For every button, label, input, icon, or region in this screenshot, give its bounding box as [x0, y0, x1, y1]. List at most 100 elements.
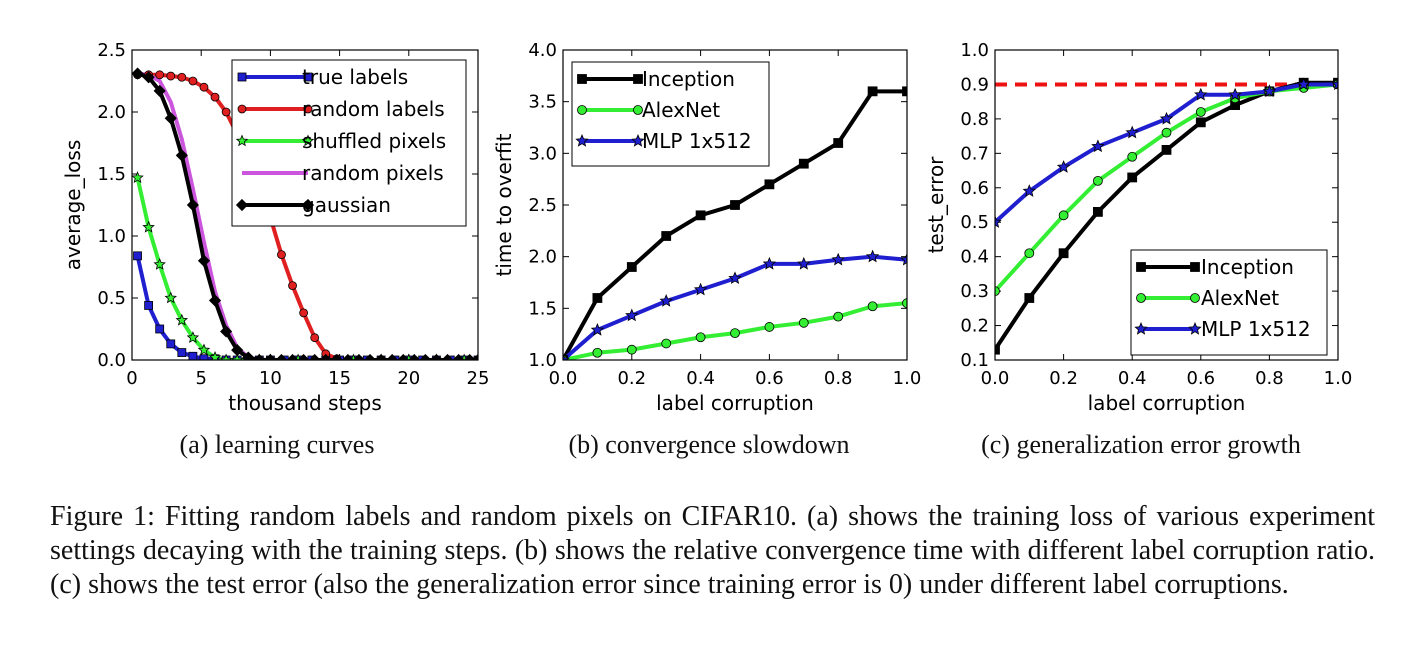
series-4-point	[275, 353, 288, 360]
series-2-point	[230, 353, 244, 360]
series-2-point	[1296, 77, 1311, 91]
y-tick-label: 3.0	[528, 143, 557, 164]
series-1-point	[730, 328, 740, 339]
x-tick-label: 0.6	[755, 368, 784, 389]
series-0-point	[166, 339, 176, 349]
x-tick-label: 1.0	[893, 368, 922, 389]
series-1-point	[867, 301, 878, 312]
series-1-point	[299, 308, 309, 318]
series-2-point	[142, 220, 155, 233]
series-4-point	[375, 353, 388, 360]
series-0-point	[1024, 293, 1035, 303]
series-1-point	[1024, 248, 1035, 259]
series-2-point	[175, 313, 189, 326]
series-0-point	[626, 262, 637, 272]
series-2-point	[1228, 87, 1242, 101]
x-axis-label: label corruption	[656, 391, 814, 415]
series-4-point	[330, 353, 343, 360]
series-1-point	[155, 70, 165, 80]
series-1-point	[177, 72, 187, 82]
series-4-point	[408, 353, 421, 360]
series-2-point	[590, 322, 605, 336]
y-tick-label: 0.8	[960, 109, 989, 130]
series-4-point	[386, 353, 399, 360]
legend-marker-2	[575, 133, 589, 147]
series-2-point	[132, 171, 144, 184]
legend-marker-4	[235, 198, 249, 212]
plot-frame	[562, 49, 908, 361]
series-2-point	[1262, 84, 1277, 98]
series-4-point	[430, 353, 443, 360]
x-axis-label: label corruption	[1088, 391, 1246, 415]
series-2-point	[797, 256, 811, 270]
series-4-point	[186, 198, 199, 212]
x-tick-label: 0.0	[981, 368, 1010, 389]
x-tick-label: 0.2	[1049, 368, 1078, 389]
series-0-point	[1195, 117, 1206, 128]
series-0-point	[902, 86, 907, 97]
series-0-point	[867, 86, 878, 97]
series-line-2	[135, 177, 478, 360]
series-4-point	[242, 351, 255, 360]
series-1-point	[902, 298, 907, 309]
y-axis-label: test_error	[924, 156, 948, 254]
series-0-point	[1093, 206, 1103, 217]
legend-marker-1	[1190, 293, 1200, 303]
series-1-point	[764, 322, 775, 332]
series-2-point	[1331, 77, 1338, 91]
legend-label-2: MLP 1x512	[1201, 317, 1311, 341]
series-0-point	[1058, 248, 1069, 259]
series-2-point	[693, 282, 708, 296]
series-4-point	[397, 353, 410, 360]
x-tick-label: 5	[195, 368, 206, 389]
series-4-point	[208, 294, 222, 307]
series-1-point	[188, 76, 198, 86]
series-2-point	[1159, 111, 1174, 125]
charts-svg: 0 5 10 15 20 25 0.0 0.5 1.0 1.5 2.0 2.5 thousand ste…	[61, 40, 1352, 415]
y-tick-label: 2.5	[97, 40, 126, 61]
series-4-point	[264, 353, 277, 360]
series-2-point	[1022, 184, 1037, 197]
x-tick-label: 0.4	[1118, 368, 1147, 389]
y-tick-label: 1.0	[97, 226, 126, 247]
series-2-point	[164, 291, 177, 304]
legend-marker-0	[633, 74, 643, 84]
y-tick-label: 0.1	[960, 350, 989, 371]
legend-label-1: AlexNet	[642, 98, 720, 122]
series-4-point	[308, 353, 321, 360]
x-tick-label: 25	[467, 368, 490, 389]
legend-marker-2	[631, 133, 645, 147]
x-tick-label: 0.8	[824, 368, 853, 389]
x-tick-label: 0.0	[549, 368, 578, 389]
series-0-point	[155, 324, 165, 334]
y-tick-label: 0.0	[97, 350, 126, 371]
legend-label-2: MLP 1x512	[642, 129, 752, 153]
series-4-point	[452, 353, 465, 360]
plot-frame	[131, 49, 479, 361]
series-4-point	[363, 353, 377, 360]
subcaption-a: (a) learning curves	[179, 430, 375, 459]
series-0-point	[188, 351, 198, 360]
series-1-point	[1093, 175, 1103, 186]
chart-1: 0.0 0.2 0.4 0.6 0.8 1.0 1.0 1.5 2.0 2.5 3.0 3.5 4.0 l…	[492, 40, 921, 415]
legend-marker-1	[1136, 293, 1146, 303]
chart-2: 0.0 0.2 0.4 0.6 0.8 1.0 0.1 0.2 0.3 0.4 0.5 0.6 0.7 0…	[924, 40, 1352, 415]
legend-marker-0	[1136, 262, 1146, 272]
y-axis-label: average_loss	[61, 140, 85, 271]
series-4-point	[132, 67, 144, 80]
series-2-point	[659, 294, 673, 307]
legend-label-0: true labels	[302, 65, 408, 89]
series-2-point	[995, 215, 1002, 228]
series-1-point	[1161, 127, 1172, 138]
x-tick-label: 15	[328, 368, 351, 389]
legend-label-3: random pixels	[302, 161, 444, 185]
legend-label-4: gaussian	[302, 193, 391, 217]
legend-marker-2	[301, 134, 315, 147]
legend-marker-2	[1134, 321, 1148, 335]
y-axis-label: time to overfit	[492, 133, 516, 276]
series-1-point	[798, 317, 809, 328]
plot-frame	[994, 49, 1339, 361]
y-tick-label: 0.4	[960, 247, 989, 268]
series-4-point	[153, 84, 166, 97]
x-tick-label: 0.2	[617, 368, 646, 389]
